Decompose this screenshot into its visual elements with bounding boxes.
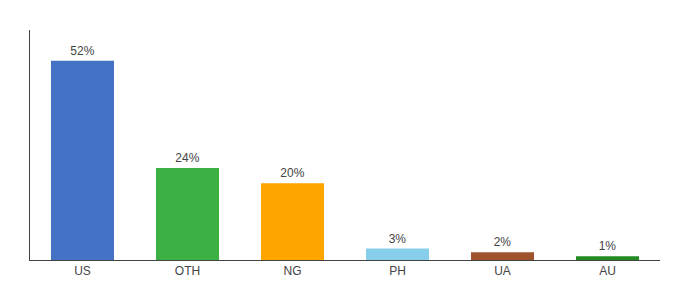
- svg-text:UA: UA: [494, 264, 511, 278]
- svg-text:NG: NG: [284, 264, 302, 278]
- svg-text:1%: 1%: [599, 239, 617, 253]
- svg-text:AU: AU: [599, 264, 616, 278]
- svg-text:2%: 2%: [494, 235, 512, 249]
- svg-text:52%: 52%: [70, 44, 94, 58]
- svg-text:OTH: OTH: [175, 264, 200, 278]
- svg-text:20%: 20%: [280, 166, 304, 180]
- svg-text:24%: 24%: [175, 151, 199, 165]
- svg-text:PH: PH: [389, 264, 406, 278]
- svg-text:US: US: [74, 264, 91, 278]
- svg-text:3%: 3%: [389, 232, 407, 246]
